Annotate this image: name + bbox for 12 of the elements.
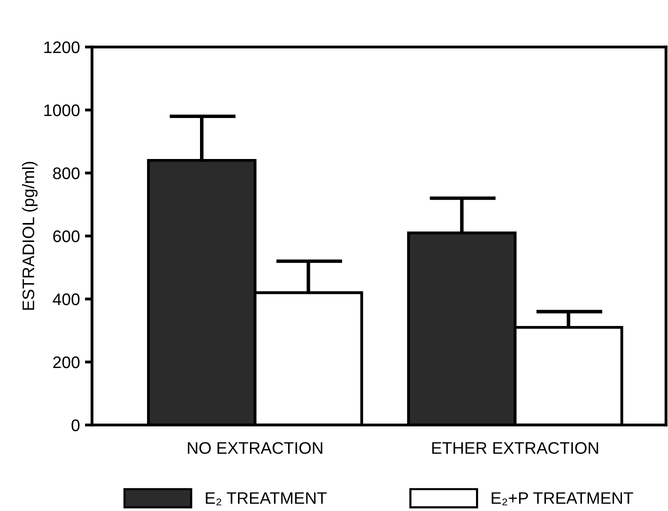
y-axis-title: ESTRADIOL (pg/ml) bbox=[22, 162, 38, 310]
x-tick-label: ETHER EXTRACTION bbox=[432, 442, 598, 454]
y-tick-label: 1000 bbox=[44, 104, 80, 116]
y-tick-label: 1200 bbox=[44, 41, 80, 54]
x-tick-label: NO EXTRACTION bbox=[188, 442, 322, 454]
y-tick-label: 400 bbox=[52, 293, 80, 306]
y-tick-label: 0 bbox=[72, 419, 80, 432]
y-tick-label: 800 bbox=[53, 167, 80, 180]
legend-label: E₂+P TREATMENT bbox=[492, 492, 634, 506]
legend-label: E₂ TREATMENT bbox=[206, 492, 327, 506]
y-tick-label: 600 bbox=[53, 230, 80, 242]
y-tick-label: 200 bbox=[53, 356, 80, 368]
